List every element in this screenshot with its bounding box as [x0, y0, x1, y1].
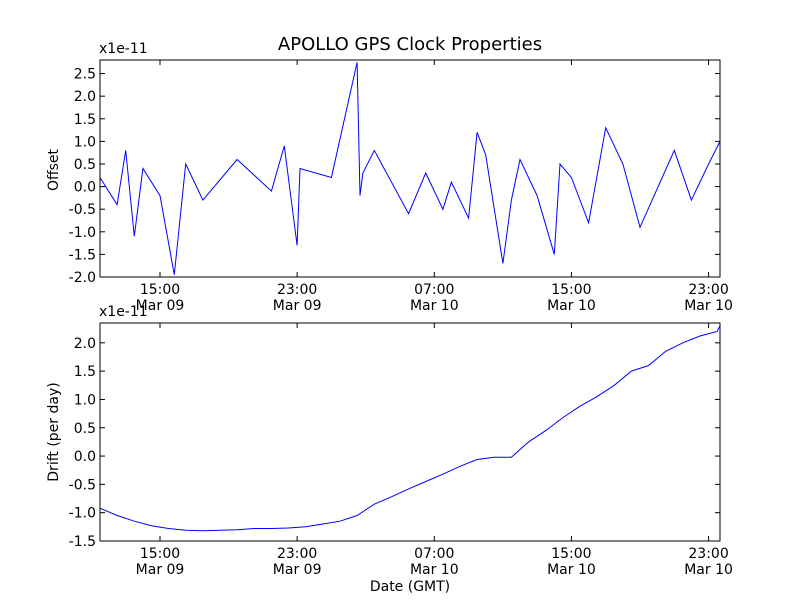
- drift-y-tick-label: 1.5: [74, 364, 96, 380]
- offset-x-tick-label-date: Mar 10: [684, 298, 733, 314]
- drift-y-tick-label: 0.5: [74, 421, 96, 437]
- drift-y-tick-label: 0.0: [74, 449, 96, 465]
- drift-x-tick-label-date: Mar 09: [273, 562, 322, 578]
- offset-y-tick-label: -0.5: [69, 202, 96, 218]
- offset-y-tick-label: 1.5: [74, 112, 96, 128]
- offset-y-tick-label: 2.0: [74, 89, 96, 105]
- offset-y-tick-label: 0.5: [74, 157, 96, 173]
- offset-x-tick-label-date: Mar 09: [136, 298, 185, 314]
- offset-y-tick-label: 1.0: [74, 134, 96, 150]
- offset-series-line: [99, 62, 721, 275]
- drift-series-line: [99, 325, 721, 532]
- offset-y-ticks: -2.0 -1.5 -1.0 -0.5 0.0 0.5 1.0 1.5 2.0 2.5: [69, 67, 720, 286]
- offset-x-tick-label-date: Mar 10: [410, 298, 459, 314]
- offset-y-tick-label: 0.0: [74, 180, 96, 196]
- drift-x-tick-label-date: Mar 10: [684, 562, 733, 578]
- drift-x-tick-label-time: 15:00: [140, 546, 180, 562]
- drift-x-tick-label-time: 23:00: [688, 546, 728, 562]
- offset-panel: x1e-11 Offset -2.0 -1.5 -1.0 -0.5 0.0 0.5 1.0 1…: [46, 41, 733, 314]
- offset-y-tick-label: -1.5: [69, 247, 96, 263]
- drift-panel: x1e-11 Drift (per day) Date (GMT) -1.5-1…: [46, 304, 733, 595]
- offset-x-tick-label-time: 23:00: [688, 282, 728, 298]
- drift-x-axis-label: Date (GMT): [370, 579, 450, 595]
- drift-x-tick-label-date: Mar 09: [136, 562, 185, 578]
- drift-x-tick-label-time: 15:00: [551, 546, 591, 562]
- drift-x-tick-label-date: Mar 10: [410, 562, 459, 578]
- offset-scale-label: x1e-11: [99, 41, 148, 57]
- offset-x-tick-label-date: Mar 10: [547, 298, 596, 314]
- drift-y-tick-label: -1.0: [69, 506, 96, 522]
- offset-y-axis-label: Offset: [46, 148, 62, 191]
- drift-x-tick-label-time: 07:00: [414, 546, 454, 562]
- drift-y-tick-label: -1.5: [69, 534, 96, 550]
- offset-plot-frame: [99, 59, 721, 278]
- offset-x-tick-label-time: 23:00: [277, 282, 317, 298]
- chart-title: APOLLO GPS Clock Properties: [278, 34, 542, 55]
- drift-plot-frame: [99, 322, 721, 542]
- drift-y-tick-label: -0.5: [69, 477, 96, 493]
- drift-y-tick-label: 2.0: [74, 336, 96, 352]
- offset-y-tick-label: 2.5: [74, 67, 96, 83]
- offset-y-tick-label: -1.0: [69, 225, 96, 241]
- drift-scale-label: x1e-11: [99, 304, 148, 320]
- offset-y-tick-label: -2.0: [69, 270, 96, 286]
- offset-x-tick-label-date: Mar 09: [273, 298, 322, 314]
- offset-x-tick-label-time: 07:00: [414, 282, 454, 298]
- offset-x-tick-label-time: 15:00: [551, 282, 591, 298]
- drift-x-tick-label-time: 23:00: [277, 546, 317, 562]
- offset-x-tick-label-time: 15:00: [140, 282, 180, 298]
- drift-y-ticks: -1.5 -1.0 -0.5 0.0 0.5 1.0 1.5 2.0: [69, 336, 720, 550]
- drift-x-tick-label-date: Mar 10: [547, 562, 596, 578]
- drift-y-axis-label: Drift (per day): [46, 382, 62, 481]
- drift-y-tick-label: 1.0: [74, 392, 96, 408]
